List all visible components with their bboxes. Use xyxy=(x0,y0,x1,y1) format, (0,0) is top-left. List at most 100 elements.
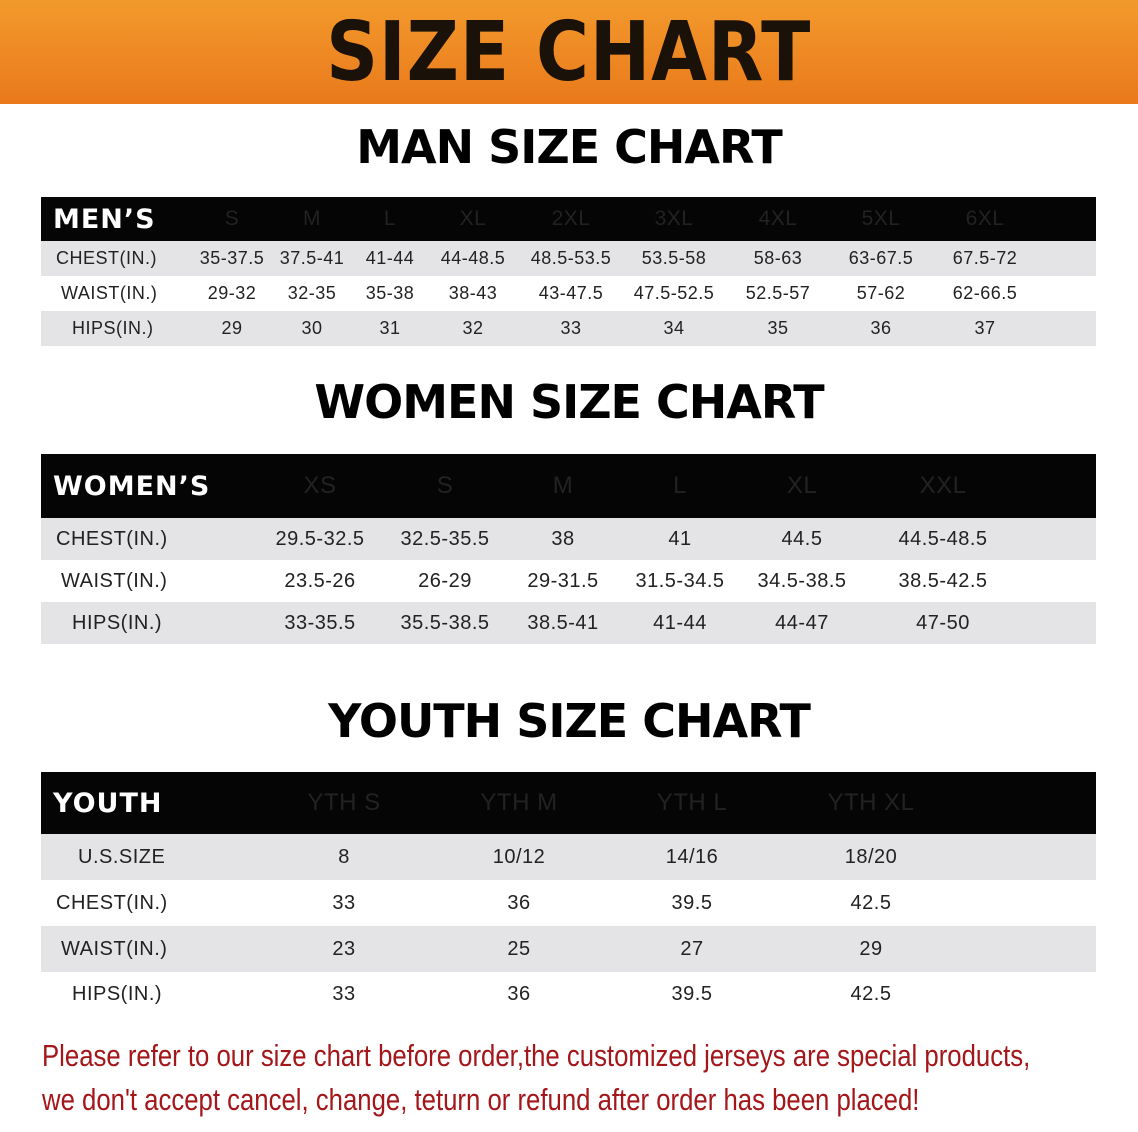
table-cell: 38.5-41 xyxy=(527,611,599,634)
table-cell: 35.5-38.5 xyxy=(400,611,490,634)
table-cell: 29-32 xyxy=(207,283,257,303)
table-cell: 32.5-35.5 xyxy=(400,527,490,550)
table-cell: 42.5 xyxy=(850,982,892,1005)
table-row: HIPS(IN.) 33-35.5 35.5-38.5 38.5-41 41-44 44-… xyxy=(41,602,1096,644)
table-cell: 36 xyxy=(870,318,892,338)
table-cell: 48.5-53.5 xyxy=(530,248,612,268)
size-header: S xyxy=(436,472,454,499)
size-header: YTH L xyxy=(656,789,728,816)
size-header: 3XL xyxy=(654,207,694,230)
table-cell: 44-47 xyxy=(775,611,829,634)
table-cell: 63-67.5 xyxy=(848,248,914,268)
table-cell: 38.5-42.5 xyxy=(898,569,988,592)
size-header: L xyxy=(383,207,397,230)
table-cell: 31.5-34.5 xyxy=(635,569,725,592)
size-header: S xyxy=(224,207,240,230)
women-title: WOMEN SIZE CHART xyxy=(314,375,824,429)
size-header: XXL xyxy=(919,472,967,499)
men-header-row: MEN’S S M L XL 2XL 3XL 4XL 5XL 6XL xyxy=(41,197,1096,241)
table-cell: 47.5-52.5 xyxy=(633,283,715,303)
table-cell: 62-66.5 xyxy=(952,283,1018,303)
size-header: 4XL xyxy=(758,207,798,230)
table-cell: 29 xyxy=(859,937,883,960)
size-header: YTH S xyxy=(307,789,381,816)
table-cell: 26-29 xyxy=(418,569,472,592)
table-cell: 33-35.5 xyxy=(284,611,356,634)
row-label: WAIST(IN.) xyxy=(61,937,168,960)
table-cell: 39.5 xyxy=(671,891,713,914)
table-cell: 47-50 xyxy=(916,611,970,634)
table-cell: 23.5-26 xyxy=(284,569,356,592)
row-label: CHEST(IN.) xyxy=(56,891,168,914)
youth-title: YOUTH SIZE CHART xyxy=(328,694,811,748)
table-row: WAIST(IN.) 23.5-26 26-29 29-31.5 31.5-34.5 34… xyxy=(41,560,1096,602)
size-header: 6XL xyxy=(965,207,1005,230)
table-cell: 53.5-58 xyxy=(641,248,707,268)
row-label: CHEST(IN.) xyxy=(56,248,157,268)
table-cell: 33 xyxy=(332,891,356,914)
row-label: HIPS(IN.) xyxy=(72,611,163,634)
table-cell: 38 xyxy=(551,527,575,550)
table-cell: 32 xyxy=(462,318,484,338)
men-size-table: MEN’S S M L XL 2XL 3XL 4XL 5XL 6XL CHEST(IN.) 35-… xyxy=(41,197,1096,346)
size-header: XS xyxy=(303,472,337,499)
table-cell: 10/12 xyxy=(492,845,546,868)
table-cell: 44.5 xyxy=(781,527,823,550)
table-cell: 43-47.5 xyxy=(538,283,604,303)
table-cell: 34.5-38.5 xyxy=(757,569,847,592)
table-cell: 35 xyxy=(767,318,789,338)
table-cell: 33 xyxy=(560,318,582,338)
table-cell: 32-35 xyxy=(287,283,337,303)
table-cell: 36 xyxy=(507,982,531,1005)
size-header: YTH M xyxy=(480,789,558,816)
row-label: HIPS(IN.) xyxy=(72,982,163,1005)
order-notice: Please refer to our size chart before or… xyxy=(42,1034,1030,1122)
row-label: HIPS(IN.) xyxy=(72,318,154,338)
table-cell: 35-38 xyxy=(365,283,415,303)
table-cell: 29.5-32.5 xyxy=(275,527,365,550)
table-cell: 25 xyxy=(507,937,531,960)
youth-header-label: YOUTH xyxy=(53,787,163,819)
size-header: XL xyxy=(786,472,818,499)
table-cell: 44-48.5 xyxy=(440,248,506,268)
table-cell: 36 xyxy=(507,891,531,914)
table-cell: 35-37.5 xyxy=(199,248,265,268)
row-label: CHEST(IN.) xyxy=(56,527,168,550)
table-cell: 39.5 xyxy=(671,982,713,1005)
size-header: YTH XL xyxy=(827,789,915,816)
row-label: WAIST(IN.) xyxy=(61,569,168,592)
size-header: 2XL xyxy=(551,207,591,230)
table-cell: 67.5-72 xyxy=(952,248,1018,268)
banner: SIZE CHART xyxy=(0,0,1138,104)
table-cell: 44.5-48.5 xyxy=(898,527,988,550)
table-cell: 29-31.5 xyxy=(527,569,599,592)
table-row: U.S.SIZE 8 10/12 14/16 18/20 xyxy=(41,834,1096,880)
table-cell: 30 xyxy=(301,318,323,338)
notice-line-1: Please refer to our size chart before or… xyxy=(42,1038,1031,1073)
row-label: WAIST(IN.) xyxy=(61,283,158,303)
table-cell: 33 xyxy=(332,982,356,1005)
row-label: U.S.SIZE xyxy=(78,845,166,868)
women-header-row: WOMEN’S XS S M L XL XXL xyxy=(41,454,1096,518)
table-cell: 34 xyxy=(663,318,685,338)
size-header: M xyxy=(303,207,321,230)
table-cell: 58-63 xyxy=(753,248,803,268)
table-cell: 37.5-41 xyxy=(279,248,345,268)
table-row: CHEST(IN.) 29.5-32.5 32.5-35.5 38 41 44.5 44.5… xyxy=(41,518,1096,560)
women-header-label: WOMEN’S xyxy=(53,470,211,502)
table-cell: 29 xyxy=(221,318,243,338)
table-row: WAIST(IN.) 23 25 27 29 xyxy=(41,926,1096,972)
men-title: MAN SIZE CHART xyxy=(356,120,783,174)
table-cell: 41-44 xyxy=(365,248,415,268)
table-cell: 41 xyxy=(668,527,692,550)
notice-line-2: we don't accept cancel, change, teturn o… xyxy=(42,1082,920,1117)
table-cell: 27 xyxy=(680,937,704,960)
youth-header-row: YOUTH YTH S YTH M YTH L YTH XL xyxy=(41,772,1096,834)
table-row: CHEST(IN.) 35-37.5 37.5-41 41-44 44-48.5 48.5… xyxy=(41,241,1096,276)
table-cell: 31 xyxy=(379,318,401,338)
table-cell: 14/16 xyxy=(665,845,719,868)
banner-title: SIZE CHART xyxy=(326,4,812,100)
table-cell: 8 xyxy=(338,845,350,868)
size-header: XL xyxy=(459,207,487,230)
table-row: HIPS(IN.) 29 30 31 32 33 34 35 36 37 xyxy=(41,311,1096,346)
